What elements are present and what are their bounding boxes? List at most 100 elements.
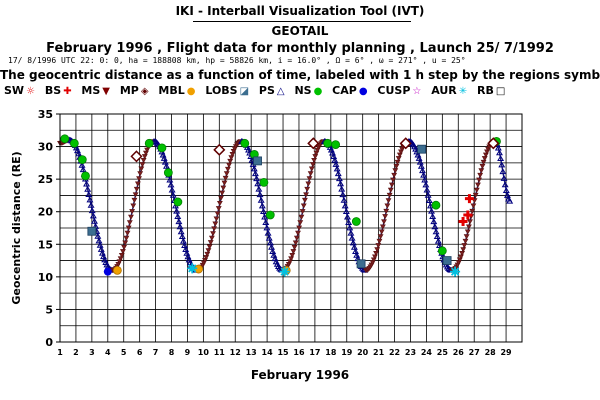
ms-symbol bbox=[384, 203, 391, 209]
ps-symbol bbox=[269, 248, 277, 254]
legend-item-bs: BS ✚ bbox=[45, 84, 72, 97]
ps-symbol bbox=[84, 185, 92, 192]
x-tick-label: 28 bbox=[485, 348, 497, 357]
ms-symbol bbox=[469, 208, 476, 214]
ms-symbol bbox=[470, 203, 477, 209]
ps-symbol bbox=[342, 208, 350, 214]
triangle-up-icon: △ bbox=[276, 86, 285, 97]
ms-symbol bbox=[381, 219, 387, 225]
ms-symbol bbox=[215, 206, 222, 212]
ps-symbol bbox=[86, 196, 94, 203]
lobs-marker bbox=[253, 156, 262, 166]
ps-symbol bbox=[343, 213, 351, 220]
star-icon: ☆ bbox=[412, 86, 422, 97]
ms-symbol bbox=[477, 172, 484, 178]
axes: 1 2 3 4 5 6 7 8 9 10 11 12 13 14 15 16 17 18 19 20 21 22 23 24 2… bbox=[38, 108, 523, 357]
ps-symbol bbox=[340, 196, 348, 203]
bs-marker bbox=[463, 210, 473, 220]
ps-symbol bbox=[75, 150, 83, 157]
ms-symbol bbox=[293, 235, 300, 241]
ms-symbol bbox=[205, 248, 212, 254]
ps-symbol bbox=[89, 212, 97, 219]
y-tick-label: 20 bbox=[38, 206, 54, 219]
legend-label: SW bbox=[4, 84, 25, 97]
legend-item-mp: MP ◈ bbox=[120, 84, 149, 97]
ps-symbol bbox=[345, 219, 353, 226]
ps-symbol bbox=[333, 165, 341, 172]
ms-symbol bbox=[290, 249, 297, 255]
legend-label: CAP bbox=[332, 84, 357, 97]
ps-symbol bbox=[178, 233, 186, 240]
ps-symbol bbox=[88, 207, 96, 214]
ms-symbol bbox=[461, 243, 468, 249]
legend-label: CUSP bbox=[377, 84, 411, 97]
ms-symbol bbox=[214, 211, 221, 217]
x-tick-label: 8 bbox=[169, 348, 175, 357]
ps-symbol bbox=[506, 197, 514, 204]
legend-item-aur: AUR ✳ bbox=[431, 84, 467, 97]
ms-symbol bbox=[298, 214, 305, 220]
ps-symbol bbox=[346, 224, 354, 231]
ms-symbol bbox=[118, 252, 125, 259]
ms-symbol bbox=[208, 235, 215, 241]
ps-symbol bbox=[251, 170, 259, 177]
region-legend: SW ☼ BS ✚ MS ▼ MP ◈ MBL ● LOBS ◪ PS △ NS ● CAP ● … bbox=[4, 84, 600, 97]
legend-item-mbl: MBL ● bbox=[158, 84, 195, 97]
mp-marker bbox=[307, 137, 320, 150]
ms-symbol bbox=[137, 171, 144, 177]
cap-marker bbox=[103, 267, 112, 276]
ps-symbol bbox=[173, 207, 181, 214]
ms-symbol bbox=[374, 247, 381, 253]
legend-item-ns: NS ● bbox=[294, 84, 322, 97]
lobs-marker bbox=[442, 256, 452, 265]
ns-marker bbox=[173, 197, 183, 207]
x-tick-label: 26 bbox=[453, 348, 465, 357]
ps-symbol bbox=[418, 167, 426, 174]
ms-symbol bbox=[122, 240, 129, 246]
ps-symbol bbox=[431, 223, 439, 230]
ps-symbol bbox=[83, 180, 91, 187]
ms-symbol bbox=[216, 200, 223, 207]
ps-symbol bbox=[348, 234, 356, 241]
ns-marker bbox=[437, 246, 447, 256]
ns-marker bbox=[77, 155, 87, 165]
ps-symbol bbox=[330, 153, 338, 159]
ps-symbol bbox=[429, 213, 437, 219]
ps-symbol bbox=[174, 213, 182, 219]
x-tick-label: 22 bbox=[389, 348, 400, 357]
ms-symbol bbox=[139, 162, 146, 168]
ps-symbol bbox=[257, 196, 265, 203]
ps-symbol bbox=[265, 234, 273, 241]
ps-symbol bbox=[177, 228, 185, 235]
legend-label: MBL bbox=[158, 84, 185, 97]
x-tick-label: 10 bbox=[198, 348, 210, 357]
x-tick-label: 7 bbox=[153, 348, 159, 357]
ms-symbol bbox=[129, 209, 136, 215]
ps-symbol bbox=[264, 229, 272, 236]
ps-symbol bbox=[95, 237, 103, 244]
ps-symbol bbox=[96, 241, 104, 248]
app-title: IKI - Interball Visualization Tool (IVT) bbox=[175, 4, 425, 18]
y-tick-label: 5 bbox=[45, 303, 53, 316]
ms-symbol bbox=[310, 162, 316, 168]
ps-symbol bbox=[97, 245, 105, 252]
x-tick-label: 13 bbox=[246, 348, 257, 357]
ps-symbol bbox=[78, 161, 86, 168]
ms-symbol bbox=[383, 208, 390, 214]
ps-symbol bbox=[179, 237, 187, 244]
y-axis-title: Geocentric distance (RE) bbox=[10, 151, 23, 304]
ps-symbol bbox=[79, 166, 87, 173]
ms-symbol bbox=[221, 180, 228, 186]
y-tick-label: 35 bbox=[38, 108, 53, 121]
title-underline bbox=[193, 21, 411, 22]
ps-symbol bbox=[421, 176, 429, 183]
ps-symbol bbox=[255, 185, 263, 192]
y-tick-label: 10 bbox=[38, 271, 54, 284]
ms-symbol bbox=[382, 214, 389, 220]
ms-symbol bbox=[301, 197, 308, 204]
legend-item-sw: SW ☼ bbox=[4, 84, 35, 97]
ms-symbol bbox=[207, 240, 214, 246]
ps-symbol bbox=[500, 175, 508, 181]
ps-symbol bbox=[495, 149, 503, 156]
ps-symbol bbox=[497, 155, 505, 162]
